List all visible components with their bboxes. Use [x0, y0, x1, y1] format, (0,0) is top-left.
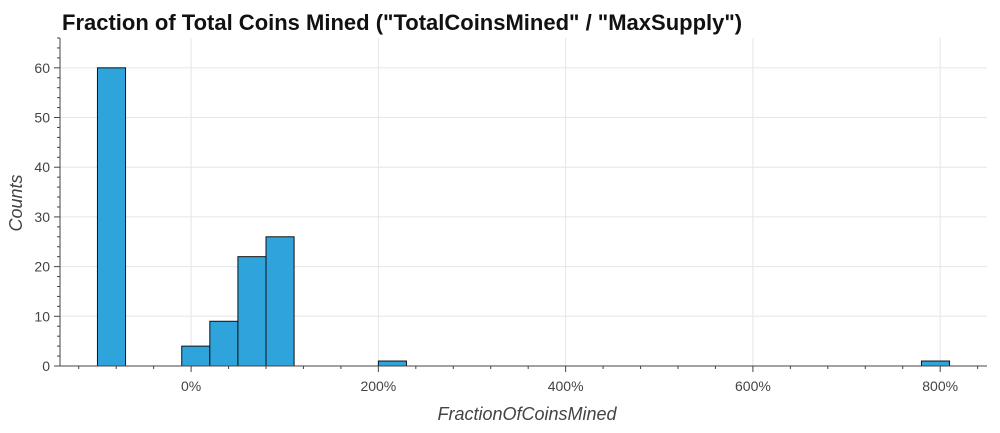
histogram-bar: [377, 360, 407, 367]
histogram-bars: [96, 67, 951, 367]
x-tick-label: 0%: [181, 378, 201, 394]
y-tick-label: 40: [34, 159, 50, 175]
chart-title: Fraction of Total Coins Mined ("TotalCoi…: [62, 10, 742, 35]
histogram-bar: [181, 345, 211, 367]
y-tick-label: 20: [34, 259, 50, 275]
y-tick-label: 10: [34, 308, 50, 324]
grid-lines: [60, 38, 987, 367]
y-axis-label: Counts: [6, 174, 26, 231]
histogram-bar: [237, 256, 267, 367]
y-tick-label: 50: [34, 110, 50, 126]
x-tick-label: 600%: [735, 378, 771, 394]
histogram-bar: [209, 320, 239, 367]
y-tick-label: 0: [42, 358, 50, 374]
x-tick-label: 400%: [548, 378, 584, 394]
x-tick-label: 200%: [360, 378, 396, 394]
histogram-bar: [96, 67, 127, 367]
x-axis-label: FractionOfCoinsMined: [437, 404, 617, 424]
y-tick-label: 30: [34, 209, 50, 225]
histogram-bar: [920, 360, 951, 367]
y-tick-label: 60: [34, 60, 50, 76]
x-tick-label: 800%: [922, 378, 958, 394]
histogram-bar: [265, 236, 295, 367]
